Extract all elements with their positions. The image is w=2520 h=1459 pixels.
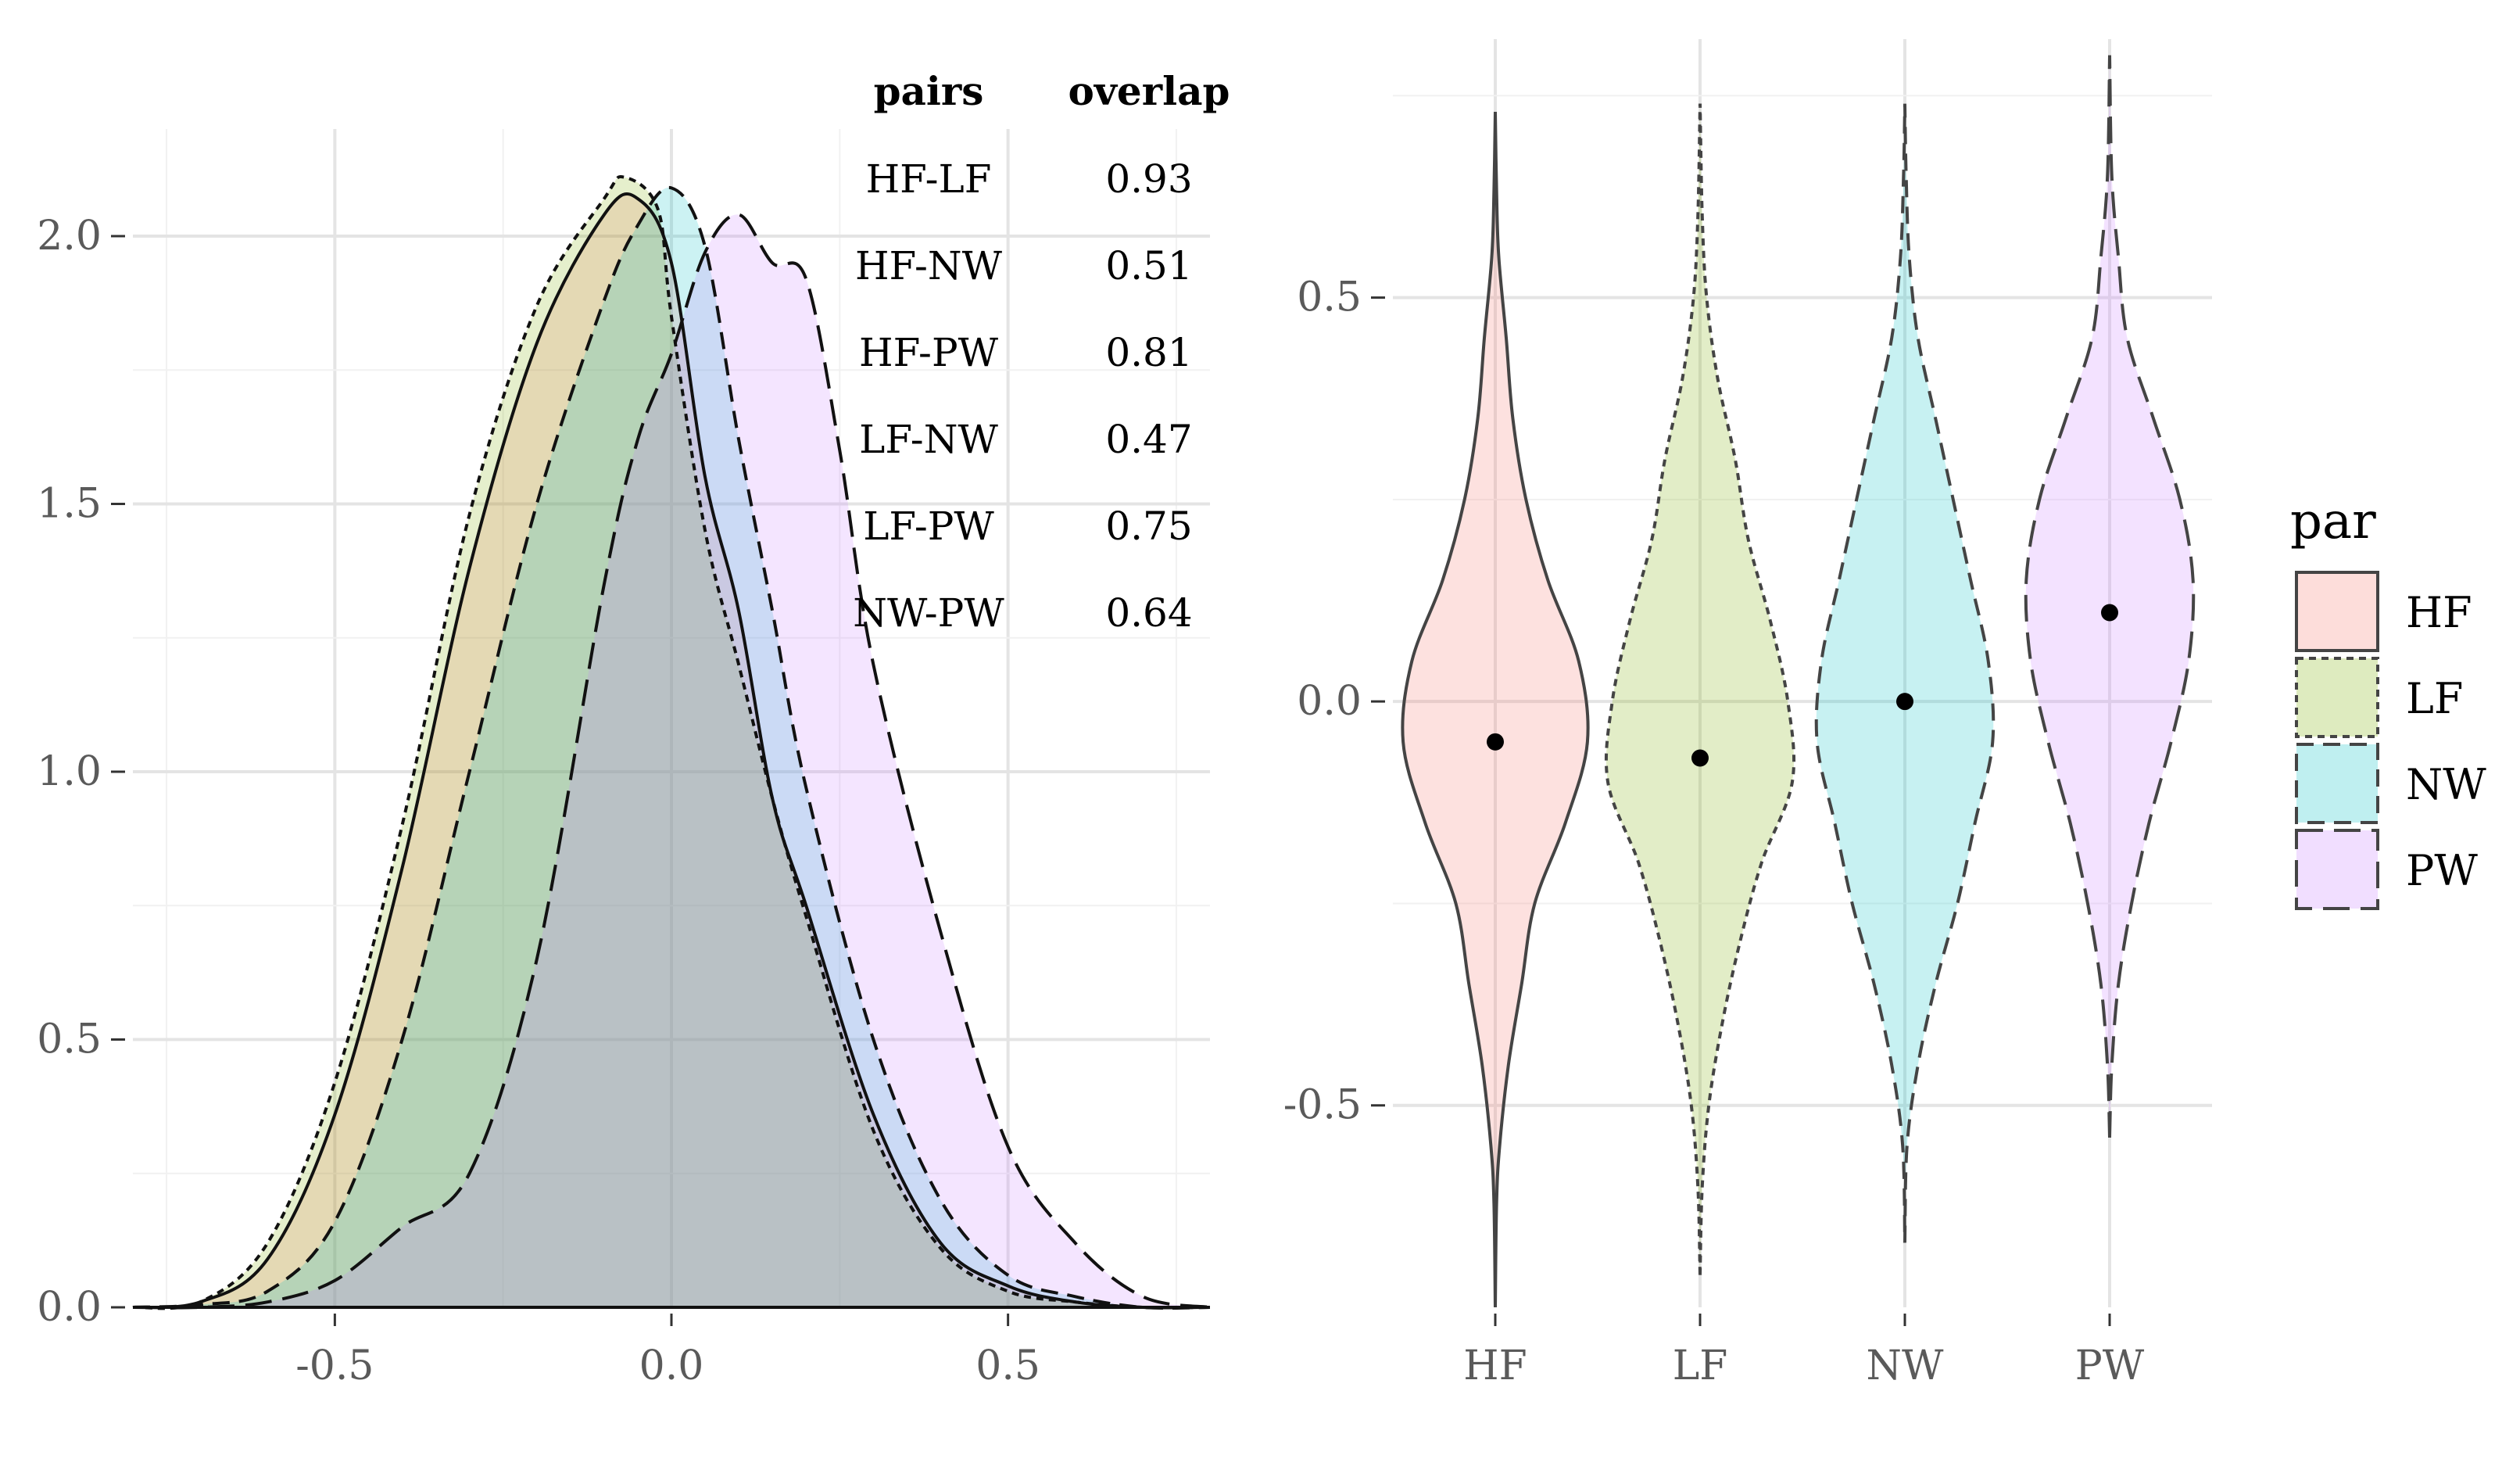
legend-label-pw: PW (2406, 846, 2478, 895)
violin-lf (1604, 103, 1796, 1275)
legend: par HF LF NW PW (2290, 493, 2486, 910)
legend-key-lf (2295, 657, 2379, 738)
density-lines (132, 175, 1211, 1310)
violin-plot: HF LF NW PW -0.5 0.0 0.5 (1283, 39, 2212, 1389)
violin-nw (1814, 103, 1996, 1243)
density-x-tick-label: 0.5 (975, 1342, 1040, 1389)
legend-key-nw (2295, 743, 2379, 824)
density-y-tick-label: 0.0 (37, 1284, 102, 1331)
table-overlap-cell: 0.47 (1105, 417, 1192, 462)
density-y-tick-label: 0.5 (37, 1016, 102, 1063)
density-area-hf (133, 193, 1210, 1308)
table-header-pairs: pairs (874, 68, 984, 114)
violin-pw (2024, 55, 2196, 1138)
table-overlap-cell: 0.75 (1105, 504, 1192, 549)
density-y-tick-label: 2.0 (37, 213, 102, 260)
legend-label-hf: HF (2406, 588, 2472, 637)
density-grid (133, 129, 1210, 1309)
violin-x-tick-label: NW (1867, 1342, 1945, 1389)
density-curve-hf (132, 192, 1211, 1310)
violin-mean-point-nw (1896, 693, 1913, 711)
violin-y-tick-label: 0.5 (1297, 274, 1362, 321)
legend-key-hf (2295, 571, 2379, 652)
density-area-pw (133, 214, 1210, 1308)
table-overlap-cell: 0.93 (1105, 156, 1192, 202)
violin-axes: HF LF NW PW -0.5 0.0 0.5 (1283, 274, 2145, 1389)
violin-x-tick-label: LF (1673, 1342, 1728, 1389)
table-header-overlap: overlap (1068, 68, 1230, 114)
density-areas (133, 177, 1210, 1309)
density-area-lf (133, 177, 1210, 1309)
table-overlap-cell: 0.51 (1105, 243, 1192, 289)
table-pair-cell: LF-PW (863, 504, 994, 549)
density-x-tick-label: 0.0 (639, 1342, 704, 1389)
density-x-tick-label: -0.5 (295, 1342, 374, 1389)
density-y-tick-label: 1.0 (37, 748, 102, 795)
legend-label-lf: LF (2406, 674, 2463, 723)
table-overlap-cell: 0.81 (1105, 330, 1192, 375)
table-pair-cell: HF-NW (855, 243, 1003, 289)
density-curve-nw (132, 186, 1211, 1310)
table-overlap-cell: 0.64 (1105, 590, 1192, 636)
violin-y-tick-label: 0.0 (1297, 678, 1362, 725)
overlap-table: pairs overlap HF-LF 0.93 HF-NW 0.51 HF-PW 0.81 L… (853, 68, 1230, 636)
table-pair-cell: HF-PW (859, 330, 999, 375)
density-axes: -0.5 0.0 0.5 0.0 0.5 1.0 1.5 2.0 (37, 213, 1040, 1389)
legend-label-nw: NW (2406, 760, 2486, 809)
violin-mean-point-hf (1487, 733, 1504, 751)
violin-x-tick-label: PW (2075, 1342, 2145, 1389)
legend-key-pw (2295, 829, 2379, 910)
violin-y-tick-label: -0.5 (1283, 1082, 1362, 1129)
violin-mean-point-lf (1691, 749, 1709, 767)
density-area-nw (133, 187, 1210, 1309)
table-pair-cell: NW-PW (853, 590, 1004, 636)
violins (1401, 55, 2196, 1308)
density-curve-pw (132, 213, 1211, 1310)
density-plot: -0.5 0.0 0.5 0.0 0.5 1.0 1.5 2.0 pairs overlap HF… (37, 68, 1230, 1389)
legend-title: par (2290, 493, 2376, 550)
table-pair-cell: LF-NW (859, 417, 998, 462)
violin-x-tick-label: HF (1463, 1342, 1527, 1389)
density-y-tick-label: 1.5 (37, 481, 102, 528)
violin-hf (1401, 111, 1590, 1308)
violin-mean-point-pw (2101, 604, 2118, 622)
table-pair-cell: HF-LF (866, 156, 992, 202)
